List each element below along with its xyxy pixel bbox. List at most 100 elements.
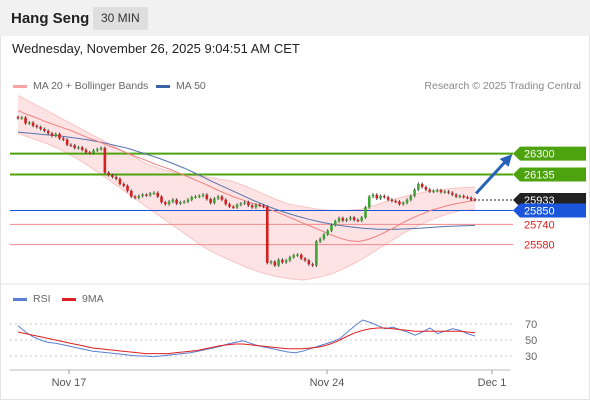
candle-body (386, 197, 390, 200)
level-label-text: 25740 (524, 219, 555, 231)
ma20-line (17, 110, 476, 243)
candle-body (375, 194, 379, 199)
candle-body (213, 198, 216, 203)
ma50-swatch (156, 84, 170, 88)
candle-body (254, 204, 258, 208)
candle-body (205, 194, 209, 200)
candle-body (435, 190, 439, 192)
candle-body (360, 217, 363, 221)
candle-body (364, 207, 367, 218)
rsi-line (17, 319, 476, 358)
candle-body (141, 194, 144, 196)
candle-body (292, 255, 296, 258)
x-tick-label: Nov 17 (52, 377, 87, 389)
candle-body (405, 199, 409, 203)
candle-body (462, 195, 465, 198)
candle-body (345, 219, 348, 221)
candle-body (171, 199, 175, 202)
legend-rsi-label: RSI (33, 293, 51, 305)
candle-body (35, 125, 39, 128)
candle-body (458, 195, 462, 198)
candle-body (269, 261, 273, 263)
candle-body (417, 183, 420, 190)
ma-layer (17, 110, 476, 243)
candle-body (394, 201, 397, 203)
rsi-tick-70: 70 (525, 319, 537, 331)
candle-body (413, 189, 416, 196)
candle-body (50, 133, 54, 136)
candle-body (443, 191, 447, 193)
candle-body (473, 199, 477, 201)
timeframe-button[interactable]: 30 MIN (93, 7, 148, 30)
candle-body (137, 195, 141, 198)
candle-body (262, 205, 265, 207)
ma9-swatch (62, 297, 76, 301)
copyright: Research © 2025 Trading Central (424, 80, 581, 92)
legend-9ma-label: 9MA (82, 293, 104, 305)
level-label-box (513, 203, 586, 218)
candle-body (167, 201, 171, 205)
candle-body (447, 191, 450, 193)
level-label-26300: 26300 (513, 146, 586, 161)
candle-body (209, 199, 212, 203)
level-label-box (513, 146, 586, 161)
candle-body (31, 122, 35, 126)
candle-body (175, 199, 178, 204)
candle-body (182, 201, 186, 203)
bollinger-band-fill (18, 95, 475, 280)
candle-body (322, 234, 326, 239)
candle-body (54, 134, 58, 136)
candle-body (114, 176, 118, 179)
candle-body (451, 192, 454, 195)
candle-body (398, 201, 401, 205)
level-label-text: 25580 (524, 240, 555, 252)
candle-body (130, 190, 133, 197)
candle-body (145, 194, 148, 196)
candle-body (420, 183, 424, 188)
legend-ma50-label: MA 50 (176, 80, 206, 92)
candle-body (409, 195, 413, 200)
candle-body (92, 150, 95, 153)
candles-layer (16, 115, 477, 267)
legend-9ma: 9MA (62, 293, 104, 305)
candle-body (84, 149, 88, 153)
candle-body (333, 221, 337, 226)
candle-body (62, 138, 65, 140)
candle-body (466, 197, 469, 199)
forecast-arrow (474, 154, 513, 195)
candle-body (247, 202, 250, 206)
candle-body (28, 122, 31, 124)
candle-body (16, 116, 20, 119)
candle-body (428, 189, 431, 192)
instrument-name: Hang Seng (11, 10, 90, 27)
level-label-text: 26300 (524, 149, 555, 161)
level-label-text: 25850 (524, 205, 555, 217)
timestamp: Wednesday, November 26, 2025 9:04:51 AM … (12, 41, 300, 56)
candle-body (330, 225, 333, 231)
level-label-26135: 26135 (513, 167, 586, 182)
candle-body (122, 183, 126, 186)
candle-body (58, 134, 61, 139)
candle-body (315, 241, 318, 266)
axis-layer: Nov 17 Nov 24 Dec 1 (52, 370, 506, 389)
candle-body (216, 196, 220, 199)
candle-body (152, 192, 156, 194)
candle-body (148, 193, 152, 196)
candle-body (186, 199, 190, 202)
candle-body (303, 258, 307, 261)
candle-body (469, 197, 473, 200)
legend-rsi: RSI (13, 293, 51, 305)
candle-body (111, 175, 114, 177)
legend-ma50: MA 50 (156, 80, 206, 92)
level-label-25580: 25580 (524, 240, 555, 252)
legend-bollinger: MA 20 + Bollinger Bands (13, 80, 148, 92)
candle-body (439, 190, 443, 193)
candle-body (88, 152, 92, 154)
candle-body (265, 206, 269, 263)
candle-body (43, 128, 46, 131)
candle-body (311, 264, 314, 266)
candle-body (20, 117, 24, 119)
rsi-ma9-line (17, 327, 476, 355)
